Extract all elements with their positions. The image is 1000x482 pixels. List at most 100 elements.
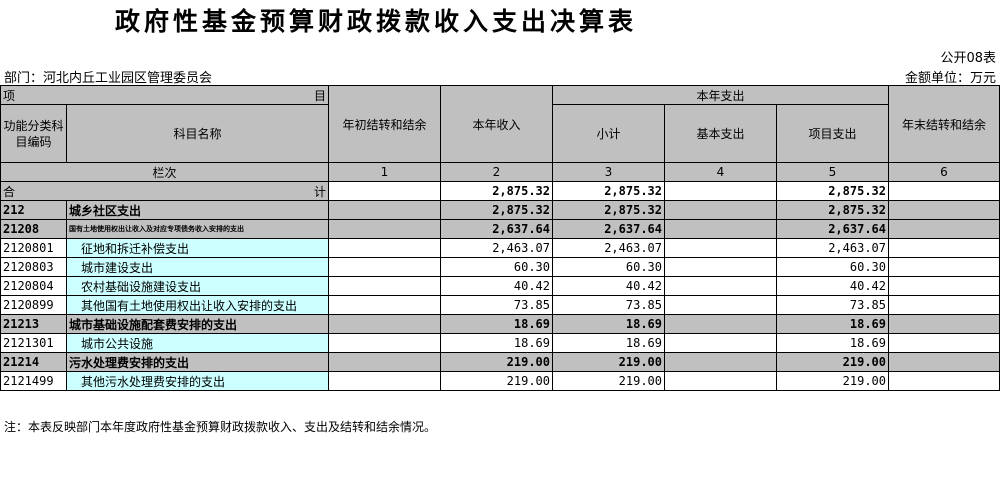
row-income: 73.85 <box>440 295 553 315</box>
row-begin <box>328 333 441 353</box>
row-begin <box>328 238 441 258</box>
expense-group-header: 本年支出 <box>552 85 889 105</box>
col-num-4: 4 <box>664 162 777 182</box>
row-name: 农村基础设施建设支出 <box>66 276 329 296</box>
row-end <box>888 371 1000 391</box>
row-subtotal: 2,463.07 <box>552 238 665 258</box>
row-income: 60.30 <box>440 257 553 277</box>
row-income: 18.69 <box>440 314 553 334</box>
row-name: 城市公共设施 <box>66 333 329 353</box>
row-basic <box>664 314 777 334</box>
row-income: 219.00 <box>440 371 553 391</box>
row-name: 征地和拆迁补偿支出 <box>66 238 329 258</box>
row-income: 18.69 <box>440 333 553 353</box>
project-header: 项目支出 <box>776 104 889 163</box>
row-code: 212 <box>0 200 67 220</box>
row-code: 21213 <box>0 314 67 334</box>
end-balance-header: 年末结转和结余 <box>888 85 1000 163</box>
row-code: 2120804 <box>0 276 67 296</box>
row-income: 40.42 <box>440 276 553 296</box>
row-project: 2,463.07 <box>776 238 889 258</box>
total-income: 2,875.32 <box>440 181 553 201</box>
row-end <box>888 295 1000 315</box>
row-project: 18.69 <box>776 333 889 353</box>
row-begin <box>328 371 441 391</box>
row-subtotal: 219.00 <box>552 371 665 391</box>
row-code: 2120801 <box>0 238 67 258</box>
code-header: 功能分类科目编码 <box>0 104 67 163</box>
begin-balance-header: 年初结转和结余 <box>328 85 441 163</box>
table-row: 2120803 城市建设支出 60.30 60.30 60.30 <box>0 257 1000 277</box>
row-income: 2,463.07 <box>440 238 553 258</box>
row-basic <box>664 352 777 372</box>
total-row: 合 计 2,875.32 2,875.32 2,875.32 <box>0 181 1000 201</box>
row-code: 21208 <box>0 219 67 239</box>
row-begin <box>328 295 441 315</box>
budget-table: 项 目 年初结转和结余 本年收入 本年支出 年末结转和结余 功能分类科目编码 科… <box>0 85 1000 391</box>
income-header: 本年收入 <box>440 85 553 163</box>
total-project: 2,875.32 <box>776 181 889 201</box>
row-project: 219.00 <box>776 352 889 372</box>
row-begin <box>328 276 441 296</box>
row-basic <box>664 333 777 353</box>
total-label: 合 计 <box>0 181 329 201</box>
row-income: 219.00 <box>440 352 553 372</box>
table-row: 2121301 城市公共设施 18.69 18.69 18.69 <box>0 333 1000 353</box>
col-num-3: 3 <box>552 162 665 182</box>
row-end <box>888 333 1000 353</box>
table-row: 2120801 征地和拆迁补偿支出 2,463.07 2,463.07 2,46… <box>0 238 1000 258</box>
row-end <box>888 314 1000 334</box>
row-income: 2,875.32 <box>440 200 553 220</box>
basic-header: 基本支出 <box>664 104 777 163</box>
row-code: 2121499 <box>0 371 67 391</box>
row-end <box>888 200 1000 220</box>
form-number: 公开08表 <box>940 51 996 66</box>
row-project: 2,875.32 <box>776 200 889 220</box>
row-subtotal: 219.00 <box>552 352 665 372</box>
row-name: 其他国有土地使用权出让收入安排的支出 <box>66 295 329 315</box>
row-subtotal: 60.30 <box>552 257 665 277</box>
total-basic <box>664 181 777 201</box>
name-header: 科目名称 <box>66 104 329 163</box>
row-end <box>888 276 1000 296</box>
row-basic <box>664 295 777 315</box>
table-row: 21214 污水处理费安排的支出 219.00 219.00 219.00 <box>0 352 1000 372</box>
row-begin <box>328 314 441 334</box>
report-title: 政府性基金预算财政拨款收入支出决算表 <box>115 7 638 36</box>
col-num-5: 5 <box>776 162 889 182</box>
item-header: 项 目 <box>0 85 329 105</box>
col-num-6: 6 <box>888 162 1000 182</box>
row-subtotal: 73.85 <box>552 295 665 315</box>
row-end <box>888 238 1000 258</box>
col-num-1: 1 <box>328 162 441 182</box>
row-name: 城乡社区支出 <box>66 200 329 220</box>
item-header-right: 目 <box>313 88 326 103</box>
row-name: 污水处理费安排的支出 <box>66 352 329 372</box>
row-basic <box>664 238 777 258</box>
row-subtotal: 18.69 <box>552 314 665 334</box>
row-subtotal: 40.42 <box>552 276 665 296</box>
total-begin <box>328 181 441 201</box>
table-row: 21213 城市基础设施配套费安排的支出 18.69 18.69 18.69 <box>0 314 1000 334</box>
row-end <box>888 352 1000 372</box>
row-project: 60.30 <box>776 257 889 277</box>
row-name: 城市基础设施配套费安排的支出 <box>66 314 329 334</box>
footnote: 注：本表反映部门本年度政府性基金预算财政拨款收入、支出及结转和结余情况。 <box>4 420 437 434</box>
item-header-left: 项 <box>3 88 16 103</box>
department-label: 部门：河北内丘工业园区管理委员会 <box>4 71 213 86</box>
row-code: 2120803 <box>0 257 67 277</box>
row-code: 2120899 <box>0 295 67 315</box>
row-project: 73.85 <box>776 295 889 315</box>
row-name: 其他污水处理费安排的支出 <box>66 371 329 391</box>
row-project: 219.00 <box>776 371 889 391</box>
total-label-left: 合 <box>3 184 16 199</box>
table-row: 212 城乡社区支出 2,875.32 2,875.32 2,875.32 <box>0 200 1000 220</box>
table-row: 2120899 其他国有土地使用权出让收入安排的支出 73.85 73.85 7… <box>0 295 1000 315</box>
row-project: 18.69 <box>776 314 889 334</box>
row-project: 2,637.64 <box>776 219 889 239</box>
row-begin <box>328 257 441 277</box>
col-num-2: 2 <box>440 162 553 182</box>
column-index-label: 栏次 <box>0 162 329 182</box>
row-basic <box>664 257 777 277</box>
row-end <box>888 257 1000 277</box>
